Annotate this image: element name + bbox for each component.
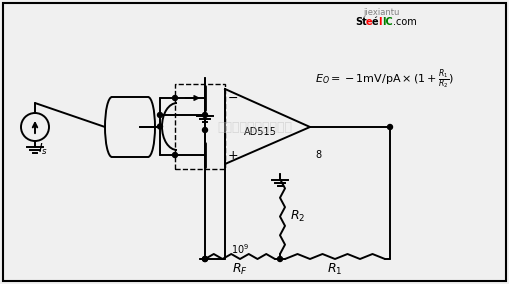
Text: $I_s$: $I_s$ [38,141,48,156]
Text: +: + [228,149,238,162]
Text: jiexiantu: jiexiantu [363,7,400,16]
Text: é: é [372,17,379,27]
Circle shape [203,128,208,133]
Text: $10^9$: $10^9$ [231,242,249,256]
Text: .com: .com [393,17,417,27]
Text: 杭州精睿科技有限公司: 杭州精睿科技有限公司 [217,120,293,133]
Text: $R_F$: $R_F$ [232,262,248,277]
Text: IC: IC [382,17,393,27]
Circle shape [203,256,208,262]
Text: l: l [378,17,382,27]
Circle shape [387,124,392,130]
Bar [175,84,225,169]
Text: $R_2$: $R_2$ [290,209,305,224]
Circle shape [173,95,178,101]
Text: St: St [355,17,367,27]
Text: 8: 8 [315,150,321,160]
Circle shape [173,153,178,158]
Circle shape [157,112,162,118]
Circle shape [277,256,282,262]
Circle shape [157,124,162,129]
Text: e: e [366,17,373,27]
Circle shape [203,256,208,262]
Text: AD515: AD515 [244,127,276,137]
Text: $R_1$: $R_1$ [327,262,343,277]
Circle shape [203,112,208,118]
Text: $E_O = -1\mathrm{mV/pA} \times (1 + \frac{R_1}{R_2})$: $E_O = -1\mathrm{mV/pA} \times (1 + \fra… [315,67,455,91]
Text: −: − [228,91,238,105]
